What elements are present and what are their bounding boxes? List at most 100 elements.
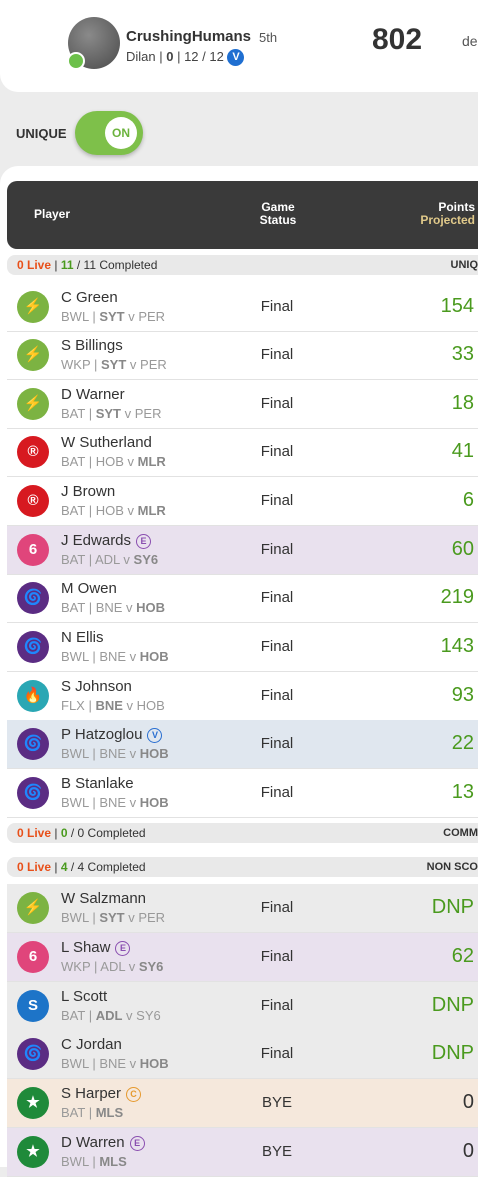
- sixers-team-icon: 6: [17, 941, 49, 973]
- separator: |: [54, 860, 57, 874]
- player-team: ADL: [95, 552, 120, 567]
- sixers-team-icon: 6: [17, 534, 49, 566]
- player-match-info: FLX | BNE v HOB: [61, 698, 165, 713]
- player-name[interactable]: D Warner: [61, 386, 125, 403]
- player-tag-e-icon: E: [130, 1136, 145, 1151]
- verified-icon: V: [227, 49, 244, 66]
- player-match-info: BAT | ADL v SY6: [61, 552, 158, 567]
- score-trail-label: de: [462, 33, 478, 49]
- player-name[interactable]: L Scott: [61, 988, 107, 1005]
- opponent-team: PER: [135, 406, 162, 421]
- player-team: SYT: [99, 309, 124, 324]
- group-label: NON SCO: [427, 857, 478, 877]
- player-tag-c-icon: C: [126, 1087, 141, 1102]
- player-team: BNE: [99, 795, 126, 810]
- hurricanes-team-icon: 🌀: [17, 631, 49, 663]
- versus-label: v: [124, 454, 138, 469]
- player-match-info: BWL | BNE v HOB: [61, 1056, 169, 1071]
- versus-label: v: [122, 600, 136, 615]
- completed-count: 0: [61, 826, 68, 840]
- player-match-info: BAT | SYT v PER: [61, 406, 161, 421]
- player-match-info: BAT | HOB v MLR: [61, 503, 166, 518]
- opponent-team: HOB: [136, 600, 165, 615]
- group-status-unique: 0 Live | 11 / 11 Completed UNIQ: [7, 255, 478, 275]
- col-player[interactable]: Player: [34, 208, 70, 221]
- unique-toggle[interactable]: ON: [75, 111, 143, 155]
- opponent-team: HOB: [140, 795, 169, 810]
- game-status: Final: [241, 638, 313, 655]
- col-game-status[interactable]: Game Status: [253, 201, 303, 227]
- player-points: 13: [452, 781, 474, 804]
- opponent-team: SY6: [134, 552, 159, 567]
- opponent-team: MLR: [138, 503, 166, 518]
- player-position: BAT: [61, 1105, 85, 1120]
- player-name[interactable]: W Sutherland: [61, 434, 152, 451]
- player-position: BAT: [61, 552, 85, 567]
- separator: |: [54, 826, 57, 840]
- thunder-team-icon: ⚡: [17, 291, 49, 323]
- player-name[interactable]: C Green: [61, 289, 118, 306]
- player-team: BNE: [99, 746, 126, 761]
- player-match-info: BAT | HOB v MLR: [61, 454, 166, 469]
- renegades-team-icon: ®: [17, 436, 49, 468]
- player-points: 22: [452, 732, 474, 755]
- player-team: MLS: [96, 1105, 123, 1120]
- player-points: 60: [452, 538, 474, 561]
- opponent-team: SY6: [139, 959, 164, 974]
- versus-label: v: [125, 309, 139, 324]
- player-position: BWL: [61, 910, 89, 925]
- player-position: BWL: [61, 746, 89, 761]
- game-status: Final: [241, 443, 313, 460]
- player-name[interactable]: S Johnson: [61, 678, 132, 695]
- opponent-team: MLR: [138, 454, 166, 469]
- player-match-info: WKP | ADL v SY6: [61, 959, 163, 974]
- player-name[interactable]: S Billings: [61, 337, 123, 354]
- player-name[interactable]: B Stanlake: [61, 775, 134, 792]
- player-points: 6: [463, 489, 474, 512]
- team-summary-card: CrushingHumans 5th Dilan | 0 | 12 / 12 V…: [0, 0, 478, 92]
- player-name[interactable]: N Ellis: [61, 629, 104, 646]
- player-name[interactable]: J Brown: [61, 483, 115, 500]
- live-count: 0 Live: [17, 860, 51, 874]
- col-points[interactable]: Points Projected: [415, 201, 475, 227]
- player-name[interactable]: C Jordan: [61, 1036, 122, 1053]
- versus-label: v: [126, 795, 140, 810]
- player-team: BNE: [99, 649, 126, 664]
- player-name[interactable]: M Owen: [61, 580, 117, 597]
- player-team: SYT: [96, 406, 121, 421]
- player-team: HOB: [96, 503, 124, 518]
- versus-label: v: [126, 746, 140, 761]
- thunder-team-icon: ⚡: [17, 339, 49, 371]
- group-status-common: 0 Live | 0 / 0 Completed COMM: [7, 823, 478, 843]
- versus-label: v: [126, 357, 140, 372]
- unique-label: UNIQUE: [16, 126, 67, 141]
- online-status-dot: [67, 52, 85, 70]
- player-team: SYT: [101, 357, 126, 372]
- player-points: 93: [452, 684, 474, 707]
- team-name[interactable]: CrushingHumans: [126, 28, 251, 45]
- toggle-knob: ON: [105, 117, 137, 149]
- player-name[interactable]: W Salzmann: [61, 890, 146, 907]
